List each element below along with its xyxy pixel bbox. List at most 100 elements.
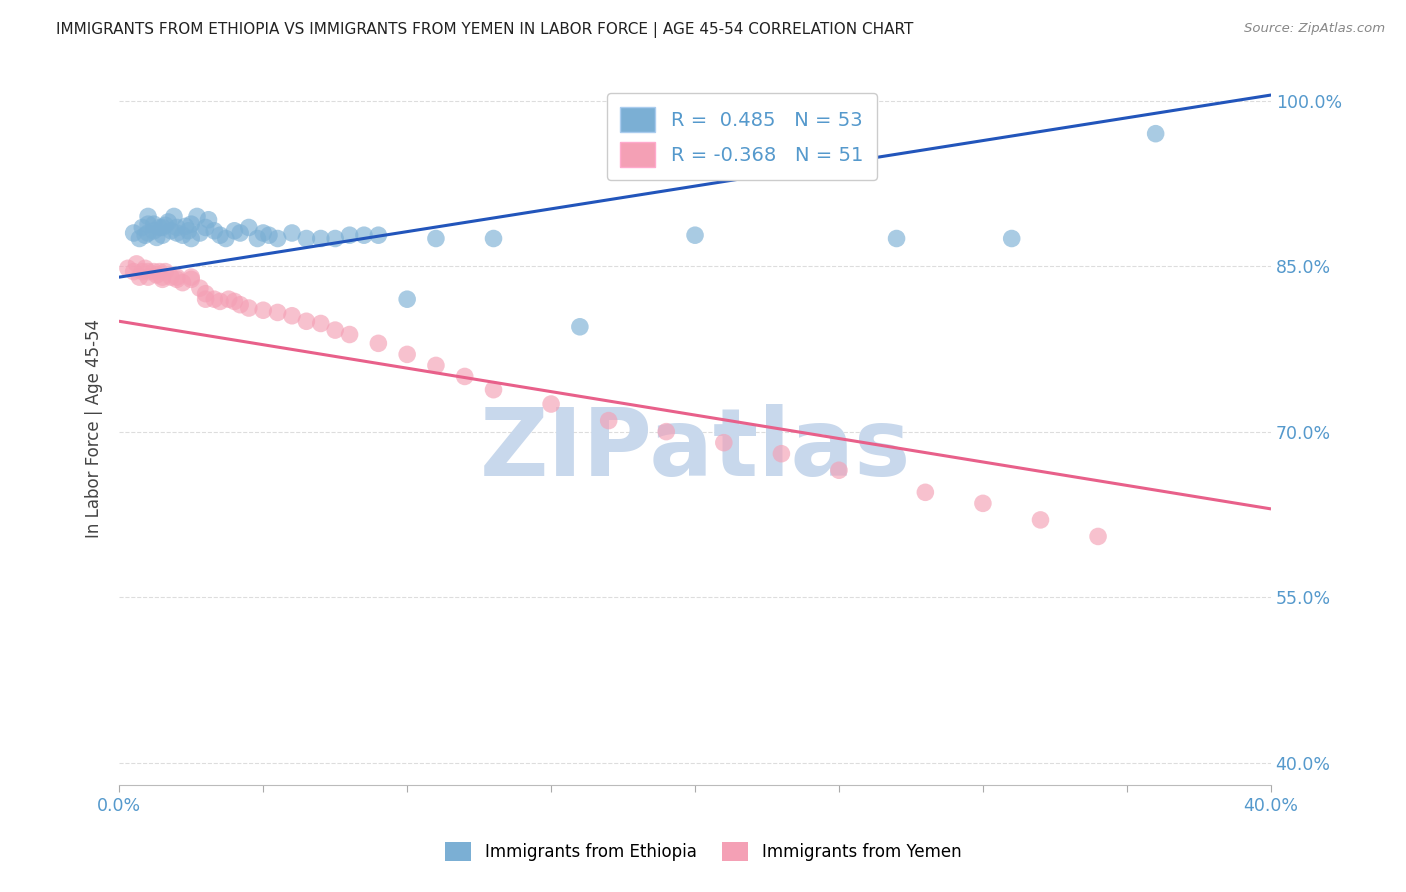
Point [425,359,447,373]
Point [425,231,447,245]
Point [295,314,318,328]
Point [194,220,217,235]
Point [238,301,260,315]
Point [152,272,174,286]
Point [131,220,153,235]
Point [131,265,153,279]
Point [180,270,202,285]
Point [229,298,252,312]
Point [145,230,167,244]
Point [713,435,735,450]
Point [770,447,793,461]
Point [166,220,188,235]
Point [194,286,217,301]
Point [188,226,211,240]
Point [177,224,200,238]
Point [180,217,202,231]
Point [160,270,183,285]
Point [396,292,419,306]
Point [281,309,304,323]
Point [188,281,211,295]
Point [155,265,177,279]
Point [914,485,936,500]
Point [257,228,280,243]
Point [266,231,288,245]
Point [339,327,361,342]
Point [166,226,188,240]
Point [172,228,194,243]
Point [323,323,346,337]
Point [238,220,260,235]
Point [367,228,389,243]
Point [117,261,139,276]
Point [136,265,159,279]
Point [309,231,332,245]
Point [568,319,591,334]
Point [339,228,361,243]
Point [323,231,346,245]
Text: ZIPatlas: ZIPatlas [479,404,911,496]
Legend: R =  0.485   N = 53, R = -0.368   N = 51: R = 0.485 N = 53, R = -0.368 N = 51 [607,94,877,180]
Point [1144,127,1167,141]
Point [972,496,994,510]
Point [229,226,252,240]
Point [136,217,159,231]
Point [598,414,620,428]
Point [218,292,240,306]
Point [202,292,225,306]
Point [186,210,208,224]
Point [136,270,159,285]
Point [152,270,174,285]
Point [309,317,332,331]
Point [266,305,288,319]
Point [224,294,246,309]
Point [246,231,269,245]
Point [828,463,851,477]
Point [281,226,304,240]
Point [157,215,180,229]
Point [482,383,505,397]
Point [886,231,908,245]
Point [396,347,419,361]
Point [155,219,177,233]
Point [540,397,562,411]
Point [125,257,148,271]
Point [145,268,167,282]
Point [208,294,231,309]
Point [166,270,188,285]
Point [180,272,202,286]
Point [122,226,145,240]
Point [136,226,159,240]
Y-axis label: In Labor Force | Age 45-54: In Labor Force | Age 45-54 [86,319,103,539]
Point [142,217,165,231]
Point [163,210,186,224]
Point [252,303,274,318]
Point [148,265,170,279]
Point [353,228,375,243]
Point [134,261,156,276]
Point [174,219,197,234]
Point [122,265,145,279]
Point [172,276,194,290]
Point [180,231,202,245]
Point [142,224,165,238]
Point [152,228,174,243]
Point [152,220,174,235]
Point [367,336,389,351]
Point [148,220,170,235]
Text: IMMIGRANTS FROM ETHIOPIA VS IMMIGRANTS FROM YEMEN IN LABOR FORCE | AGE 45-54 COR: IMMIGRANTS FROM ETHIOPIA VS IMMIGRANTS F… [56,22,914,38]
Point [194,292,217,306]
Point [160,224,183,238]
Point [224,224,246,238]
Point [454,369,477,384]
Text: Source: ZipAtlas.com: Source: ZipAtlas.com [1244,22,1385,36]
Point [208,228,231,243]
Point [128,231,150,245]
Point [202,224,225,238]
Point [136,210,159,224]
Point [295,231,318,245]
Point [197,212,219,227]
Point [142,265,165,279]
Point [655,425,678,439]
Point [482,231,505,245]
